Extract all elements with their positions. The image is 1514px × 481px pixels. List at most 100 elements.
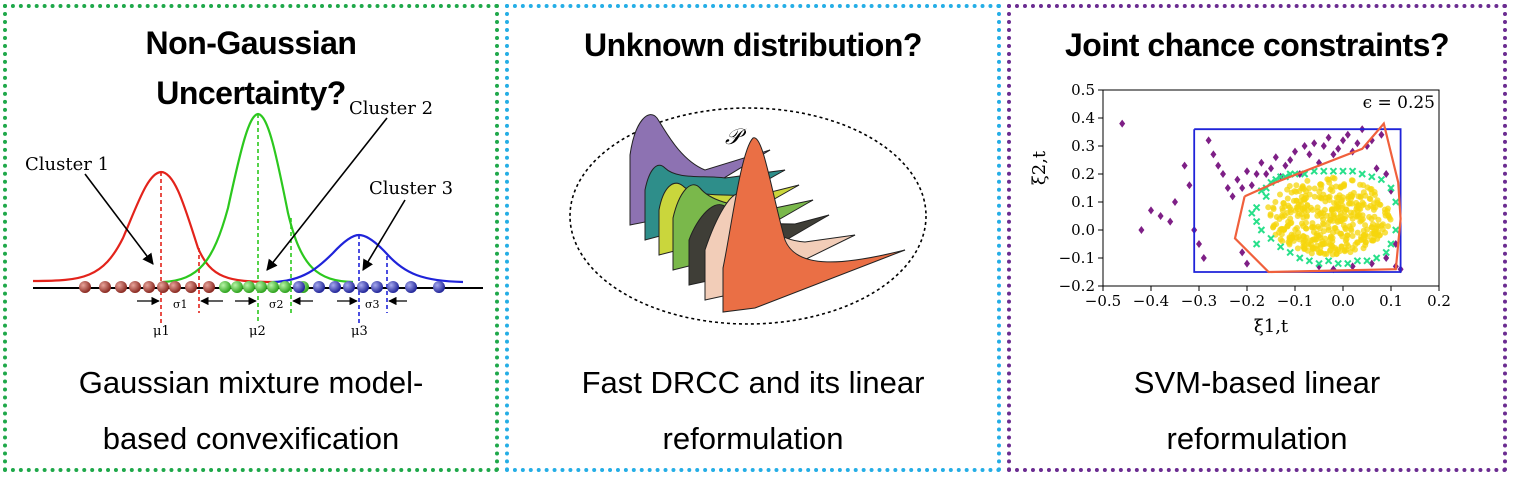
yellow-point xyxy=(1385,223,1392,230)
sample-diamond xyxy=(1272,153,1279,162)
y-tick-label: 0.2 xyxy=(1071,165,1095,183)
yellow-point xyxy=(1373,225,1380,232)
yellow-point xyxy=(1325,224,1332,231)
support-vector-cross xyxy=(1262,192,1270,201)
yellow-point xyxy=(1384,205,1391,212)
yellow-point xyxy=(1382,229,1389,236)
y-tick-label: −0.1 xyxy=(1059,249,1095,267)
ambiguity-set-ellipse xyxy=(569,107,927,325)
yellow-point xyxy=(1316,188,1323,195)
yellow-point xyxy=(1291,188,1298,195)
yellow-point xyxy=(1270,204,1277,211)
sigma2-label: σ2 xyxy=(269,298,284,311)
yellow-point xyxy=(1362,242,1369,249)
yellow-point xyxy=(1315,232,1322,239)
sample-diamond xyxy=(1383,170,1390,178)
yellow-point xyxy=(1339,216,1346,223)
cluster3-curve xyxy=(272,233,464,284)
yellow-point xyxy=(1343,206,1350,213)
sample-diamond xyxy=(1301,142,1308,150)
yellow-point xyxy=(1314,208,1321,215)
support-vector-cross xyxy=(1387,184,1395,192)
y-tick-label: 0.3 xyxy=(1071,137,1095,155)
sample-diamond xyxy=(1205,136,1212,145)
yellow-point xyxy=(1284,209,1291,216)
yellow-point xyxy=(1276,191,1283,198)
panel-title-line1: Non-Gaussian xyxy=(145,25,357,61)
y-axis-label: ξ2,t xyxy=(1029,150,1050,185)
yellow-point xyxy=(1320,220,1327,227)
svm-polygon xyxy=(1233,121,1402,274)
yellow-point xyxy=(1359,212,1366,219)
yellow-point xyxy=(1267,211,1274,218)
support-vector-cross xyxy=(1392,198,1400,206)
yellow-point xyxy=(1280,226,1287,233)
sample-diamond xyxy=(1167,217,1174,226)
sample-diamond xyxy=(1335,144,1342,153)
support-vector-cross xyxy=(1329,167,1338,175)
yellow-point xyxy=(1304,201,1311,208)
yellow-point xyxy=(1349,177,1356,184)
support-vector-cross xyxy=(1368,173,1376,181)
panel-caption-line2: reformulation xyxy=(662,421,844,456)
yellow-point xyxy=(1294,206,1301,213)
yellow-point xyxy=(1364,226,1371,233)
density-7 xyxy=(722,137,906,313)
yellow-point xyxy=(1301,196,1308,203)
sample-diamond xyxy=(1344,130,1351,139)
yellow-point xyxy=(1303,212,1310,219)
support-vector-cross xyxy=(1267,234,1275,243)
sample-diamond xyxy=(1340,136,1346,145)
yellow-point xyxy=(1362,192,1369,199)
yellow-point xyxy=(1294,212,1301,219)
support-vector-cross xyxy=(1334,259,1342,268)
yellow-point xyxy=(1382,209,1389,216)
panel-gmm: Non-Gaussian Uncertainty? xyxy=(3,4,499,472)
sample-diamond xyxy=(1248,181,1255,190)
y-tick-label: −0.2 xyxy=(1059,277,1095,295)
yellow-point xyxy=(1286,182,1293,189)
sample-diamond xyxy=(1172,198,1178,206)
mu1-label: μ1 xyxy=(153,324,170,339)
yellow-point xyxy=(1331,214,1338,221)
yellow-point xyxy=(1308,250,1315,257)
yellow-point xyxy=(1346,223,1353,230)
support-vector-cross xyxy=(1353,257,1362,265)
sample-diamond xyxy=(1268,164,1274,173)
cluster3-label: Cluster 3 xyxy=(369,178,453,199)
support-vector-cross xyxy=(1286,248,1294,257)
epsilon-annotation: ϵ = 0.25 xyxy=(1363,93,1435,113)
sample-diamond xyxy=(1186,181,1193,190)
sample-diamond xyxy=(1320,142,1327,150)
support-vector-cross xyxy=(1344,259,1352,268)
yellow-point xyxy=(1321,240,1328,247)
panel-title: Joint chance constraints? xyxy=(1064,27,1450,63)
support-vector-cross xyxy=(1257,226,1266,234)
x-tick-label: −0.2 xyxy=(1229,292,1265,310)
sigma1-label: σ1 xyxy=(173,298,188,311)
mu2-label: μ2 xyxy=(249,324,266,339)
yellow-point xyxy=(1301,244,1308,251)
sample-diamond xyxy=(1349,262,1356,271)
yellow-point xyxy=(1292,226,1299,233)
sample-diamond xyxy=(1330,150,1337,159)
support-vector-cross xyxy=(1339,167,1347,175)
sample-diamond xyxy=(1253,170,1260,178)
yellow-point xyxy=(1317,181,1324,188)
support-vector-cross xyxy=(1358,170,1366,178)
support-vector-cross xyxy=(1320,167,1328,175)
yellow-point xyxy=(1312,237,1319,244)
yellow-point xyxy=(1367,186,1374,193)
yellow-point xyxy=(1364,204,1371,211)
sample-diamond xyxy=(1119,119,1126,128)
yellow-point xyxy=(1315,223,1322,230)
y-tick-label: 0.5 xyxy=(1071,81,1095,99)
sample-diamond xyxy=(1244,167,1250,176)
sample-diamond xyxy=(1234,175,1241,184)
scatter-chart: −0.5 −0.4 −0.3 −0.2 −0.1 0.0 0.1 0.2 −0.2 −0.1 0.0… xyxy=(1029,81,1451,337)
yellow-point xyxy=(1310,228,1317,235)
yellow-point xyxy=(1334,219,1341,226)
yellow-point xyxy=(1289,235,1296,242)
yellow-point xyxy=(1300,185,1307,192)
support-vector-cross xyxy=(1252,240,1261,248)
